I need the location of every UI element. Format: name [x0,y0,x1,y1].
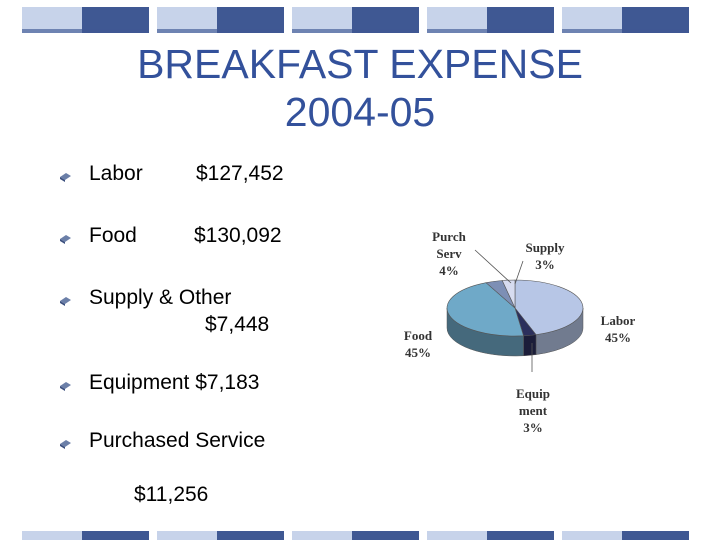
pie-leader-line [474,249,512,284]
bullet-label: Supply & Other [89,286,232,309]
pie-leader-lines [474,249,533,372]
pie-slice-supply [501,279,516,309]
pie-slice-labor [514,279,584,335]
pie-labels: Labor 45% Equip ment 3% Food 45% Purch Serv 4% Sup… [404,229,636,435]
bullet-icon [60,171,71,182]
pie-label-food: Food 45% [404,328,433,360]
pie-chart-svg: Labor 45% Equip ment 3% Food 45% Purch Serv 4% Sup… [404,229,636,435]
pie-label-purch-serv: Purch Serv 4% [432,229,466,278]
bullet-amount-supply: $7,448 [205,313,270,336]
bullet-amount: $130,092 [194,224,282,247]
bullet-amount: $127,452 [196,162,284,185]
pie-label-supply: Supply 3% [525,240,565,272]
top-decorative-band [22,7,689,33]
bullet-label: Purchased Service [89,429,266,452]
bullet-label: Food [89,224,137,247]
bullet-icon [60,295,71,306]
bullet-label: Equipment $7,183 [89,371,260,394]
bullet-label: Labor [89,162,143,185]
bullet-icon [60,438,71,449]
bottom-decorative-band [22,531,689,540]
pie-slices [446,279,584,357]
title-line-2: 2004-05 [284,89,436,135]
bullet-amount-purchased-service: $11,256 [134,483,209,506]
pie-slice-food [446,282,524,337]
title-line-1: BREAKFAST EXPENSE [137,41,583,87]
bullet-icon [60,380,71,391]
pie-leader-line [514,260,524,285]
slide-title: BREAKFAST EXPENSE 2004-05 [60,40,660,136]
pie-label-labor: Labor 45% [601,313,636,345]
pie-chart: Labor 45% Equip ment 3% Food 45% Purch Serv 4% Sup… [380,220,680,450]
bullet-icon [60,233,71,244]
pie-label-equipment: Equip ment 3% [516,386,550,435]
pie-slice-side-equipment [523,334,537,357]
